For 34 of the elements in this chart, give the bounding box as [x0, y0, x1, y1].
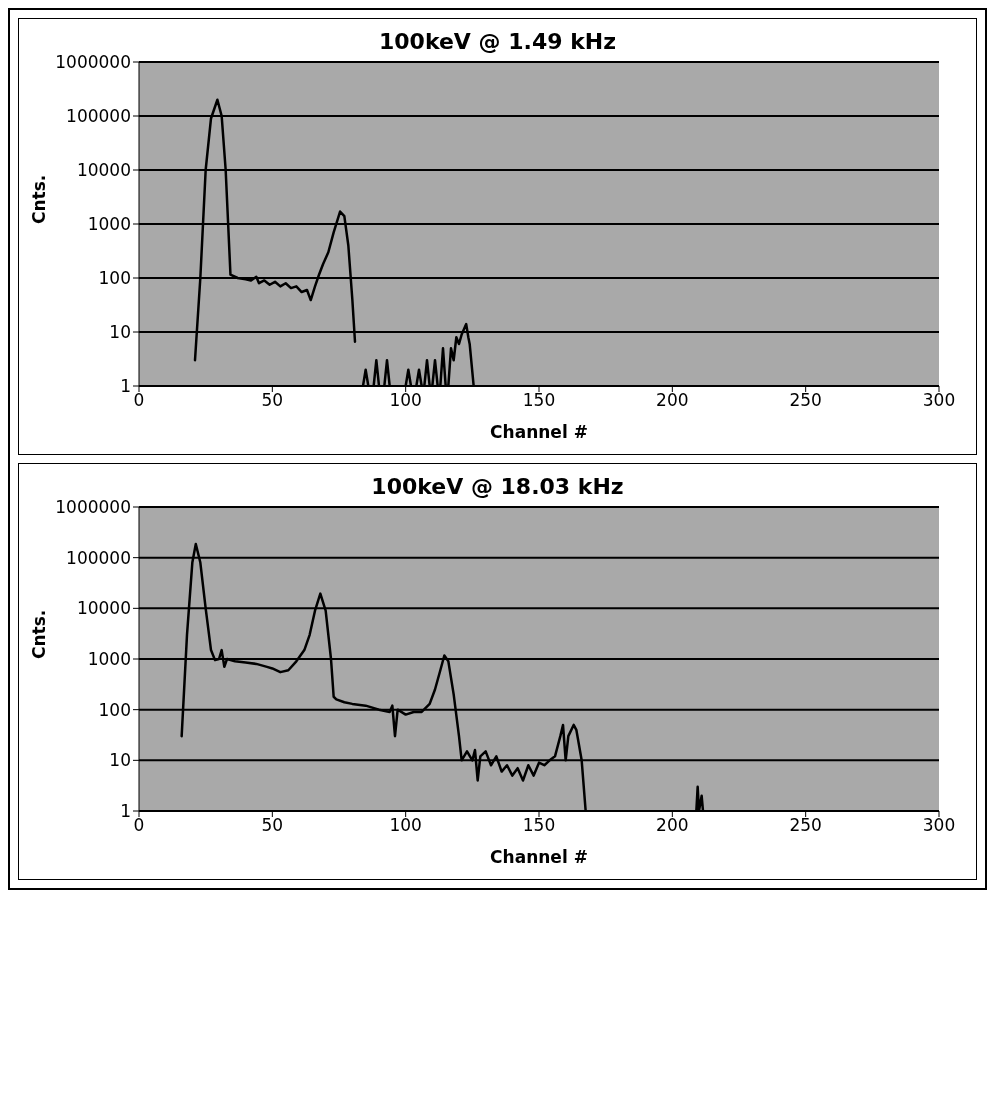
x-tick-label: 100	[389, 390, 422, 411]
x-tick-label: 200	[656, 815, 689, 836]
x-tick-label: 150	[522, 390, 556, 411]
x-tick-label: 100	[389, 815, 422, 836]
y-tick-label: 1	[120, 376, 131, 397]
x-tick-label: 250	[789, 815, 822, 836]
chart-title: 100keV @ 18.03 kHz	[370, 474, 625, 499]
x-tick-label: 150	[522, 815, 556, 836]
y-tick-label: 100	[98, 268, 131, 289]
y-axis-title: Cnts.	[29, 174, 50, 224]
y-axis-title: Cnts.	[29, 609, 50, 659]
x-axis-title: Channel #	[490, 422, 588, 442]
x-tick-label: 0	[133, 815, 145, 836]
y-tick-label: 100000	[66, 547, 131, 568]
y-tick-label: 1000000	[55, 52, 131, 73]
y-tick-label: 1000	[87, 649, 131, 670]
x-tick-label: 0	[133, 390, 145, 411]
x-tick-label: 50	[261, 390, 284, 411]
x-axis-title: Channel #	[490, 847, 588, 867]
y-tick-label: 100	[98, 699, 131, 720]
y-tick-label: 10	[109, 750, 131, 771]
chart-title: 100keV @ 1.49 kHz	[378, 29, 617, 54]
y-tick-label: 10	[109, 322, 131, 343]
y-tick-label: 1000	[87, 214, 131, 235]
x-tick-label: 300	[922, 390, 956, 411]
x-tick-label: 300	[922, 815, 956, 836]
y-tick-label: 1	[120, 801, 131, 822]
y-tick-label: 100000	[66, 106, 131, 127]
x-tick-label: 50	[261, 815, 284, 836]
x-tick-label: 250	[789, 390, 822, 411]
y-tick-label: 10000	[76, 598, 131, 619]
y-tick-label: 10000	[76, 160, 131, 181]
y-tick-label: 1000000	[55, 497, 131, 518]
x-tick-label: 200	[656, 390, 689, 411]
